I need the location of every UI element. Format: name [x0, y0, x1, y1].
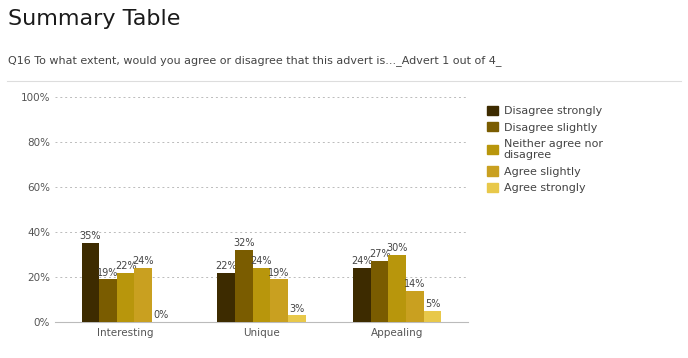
Bar: [353, 268, 371, 322]
Text: 35%: 35%: [80, 232, 101, 241]
Bar: [288, 315, 305, 322]
Bar: [406, 291, 424, 322]
Bar: [134, 268, 152, 322]
Text: 3%: 3%: [289, 304, 304, 314]
Text: 22%: 22%: [215, 261, 237, 271]
Text: 24%: 24%: [133, 256, 154, 266]
Text: 14%: 14%: [404, 279, 426, 289]
Text: 27%: 27%: [369, 250, 390, 260]
Bar: [270, 279, 288, 322]
Legend: Disagree strongly, Disagree slightly, Neither agree nor
disagree, Agree slightly: Disagree strongly, Disagree slightly, Ne…: [484, 102, 606, 197]
Text: 30%: 30%: [387, 243, 408, 253]
Text: 24%: 24%: [351, 256, 373, 266]
Bar: [99, 279, 117, 322]
Text: 24%: 24%: [250, 256, 272, 266]
Text: 19%: 19%: [268, 267, 290, 277]
Bar: [424, 311, 442, 322]
Text: 0%: 0%: [153, 310, 169, 320]
Text: Summary Table: Summary Table: [8, 9, 181, 29]
Text: 5%: 5%: [425, 299, 440, 309]
Bar: [235, 250, 252, 322]
Bar: [81, 243, 99, 322]
Bar: [252, 268, 270, 322]
Text: 19%: 19%: [97, 267, 119, 277]
Text: 22%: 22%: [115, 261, 136, 271]
Text: Q16 To what extent, would you agree or disagree that this advert is..._Advert 1 : Q16 To what extent, would you agree or d…: [8, 55, 502, 66]
Bar: [371, 261, 389, 322]
Bar: [117, 272, 134, 322]
Bar: [217, 272, 235, 322]
Bar: [389, 255, 406, 322]
Text: 32%: 32%: [233, 238, 255, 248]
